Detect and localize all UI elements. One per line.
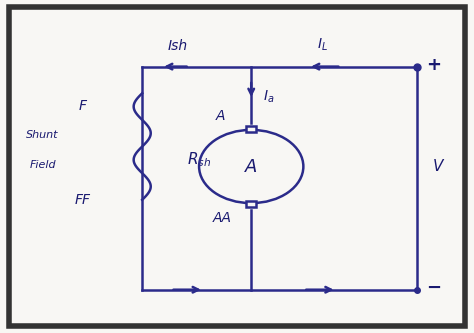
Bar — [246, 126, 256, 132]
Text: Shunt: Shunt — [27, 130, 59, 140]
Bar — [246, 201, 256, 207]
Text: F: F — [79, 99, 87, 113]
Text: A: A — [216, 109, 225, 123]
Text: AA: AA — [212, 211, 231, 225]
Text: Field: Field — [29, 160, 56, 170]
Text: $I_a$: $I_a$ — [263, 88, 274, 105]
Text: V: V — [433, 159, 444, 174]
Text: A: A — [245, 158, 257, 175]
Text: −: − — [426, 279, 441, 297]
Text: +: + — [427, 56, 442, 74]
Text: $I_L$: $I_L$ — [317, 37, 328, 53]
Text: FF: FF — [75, 193, 91, 207]
Text: $R_{sh}$: $R_{sh}$ — [187, 151, 211, 169]
Text: Ish: Ish — [168, 39, 188, 53]
